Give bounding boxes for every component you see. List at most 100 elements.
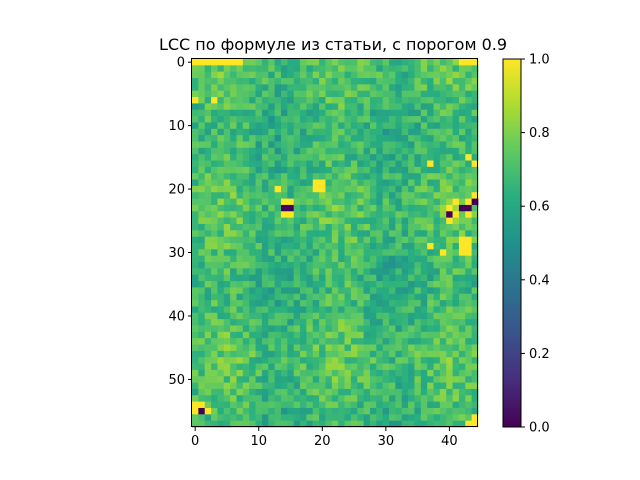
heatmap-cell [350, 268, 358, 276]
heatmap-cell [242, 166, 250, 174]
heatmap-cell [433, 103, 441, 111]
heatmap-cell [223, 103, 231, 111]
heatmap-cell [306, 319, 314, 326]
heatmap-cell [414, 268, 422, 276]
heatmap-cell [192, 407, 199, 415]
heatmap-cell [446, 344, 453, 352]
heatmap-cell [261, 268, 269, 276]
heatmap-cell [306, 382, 314, 390]
heatmap-cell [439, 249, 447, 257]
heatmap-cell [401, 350, 409, 358]
heatmap-cell [230, 78, 237, 85]
heatmap-cell [331, 135, 339, 142]
heatmap-cell [471, 312, 479, 320]
heatmap-cell [300, 185, 307, 193]
heatmap-cell [312, 166, 320, 174]
heatmap-cell [376, 71, 384, 79]
heatmap-cell [471, 192, 479, 199]
heatmap-cell [230, 166, 237, 174]
heatmap-cell [198, 109, 206, 117]
heatmap-cell [293, 255, 301, 263]
heatmap-cell [389, 262, 396, 269]
heatmap-cell [230, 204, 237, 212]
heatmap-cell [471, 363, 479, 371]
heatmap-cell [249, 407, 256, 415]
heatmap-cell [446, 249, 453, 257]
heatmap-cell [446, 78, 453, 85]
heatmap-cell [211, 141, 218, 149]
heatmap-cell [427, 369, 434, 377]
heatmap-cell [268, 262, 276, 269]
heatmap-cell [446, 312, 453, 320]
heatmap-cell [217, 154, 225, 161]
heatmap-cell [217, 166, 225, 174]
heatmap-cell [338, 230, 345, 238]
heatmap-cell [242, 376, 250, 383]
heatmap-cell [319, 192, 326, 199]
heatmap-cell [192, 166, 199, 174]
heatmap-cell [204, 154, 212, 161]
heatmap-cell [458, 65, 466, 73]
heatmap-cell [249, 65, 256, 73]
heatmap-cell [255, 350, 263, 358]
heatmap-cell [236, 357, 244, 364]
heatmap-cell [357, 306, 364, 314]
heatmap-cell [452, 185, 460, 193]
heatmap-cell [192, 198, 199, 206]
heatmap-cell [300, 363, 307, 371]
heatmap-cell [458, 211, 466, 219]
heatmap-cell [389, 166, 396, 174]
heatmap-cell [198, 160, 206, 168]
heatmap-cell [280, 211, 288, 219]
heatmap-cell [331, 59, 339, 66]
heatmap-cell [338, 293, 345, 301]
heatmap-cell [338, 262, 345, 269]
heatmap-cell [471, 338, 479, 345]
heatmap-cell [312, 255, 320, 263]
heatmap-cell [427, 141, 434, 149]
heatmap-cell [439, 338, 447, 345]
heatmap-cell [287, 236, 295, 244]
heatmap-cell [408, 71, 415, 79]
heatmap-cell [427, 331, 434, 339]
heatmap-cell [427, 243, 434, 250]
heatmap-cell [408, 274, 415, 282]
heatmap-cell [223, 357, 231, 364]
heatmap-cell [471, 141, 479, 149]
heatmap-cell [401, 166, 409, 174]
heatmap-cell [255, 395, 263, 403]
heatmap-cell [198, 306, 206, 314]
heatmap-cell [300, 147, 307, 155]
heatmap-cell [427, 185, 434, 193]
heatmap-cell [204, 160, 212, 168]
heatmap-cell [369, 122, 377, 130]
heatmap-cell [382, 59, 390, 66]
heatmap-cell [350, 331, 358, 339]
heatmap-cell [401, 363, 409, 371]
heatmap-cell [242, 255, 250, 263]
heatmap-cell [452, 154, 460, 161]
heatmap-cell [439, 281, 447, 288]
heatmap-cell [458, 255, 466, 263]
heatmap-cell [338, 249, 345, 257]
heatmap-cell [446, 236, 453, 244]
heatmap-cell [242, 407, 250, 415]
heatmap-cell [211, 363, 218, 371]
heatmap-cell [452, 109, 460, 117]
heatmap-cell [357, 59, 364, 66]
heatmap-cell [382, 306, 390, 314]
heatmap-cell [280, 306, 288, 314]
heatmap-cell [376, 154, 384, 161]
heatmap-cell [395, 122, 403, 130]
heatmap-cell [338, 319, 345, 326]
heatmap-cell [439, 331, 447, 339]
heatmap-cell [439, 135, 447, 142]
heatmap-cell [408, 281, 415, 288]
heatmap-cell [325, 350, 333, 358]
heatmap-cell [427, 59, 434, 66]
heatmap-cell [420, 128, 428, 136]
heatmap-cell [249, 116, 256, 123]
heatmap-cell [433, 287, 441, 295]
heatmap-cell [211, 230, 218, 238]
heatmap-cell [401, 223, 409, 231]
